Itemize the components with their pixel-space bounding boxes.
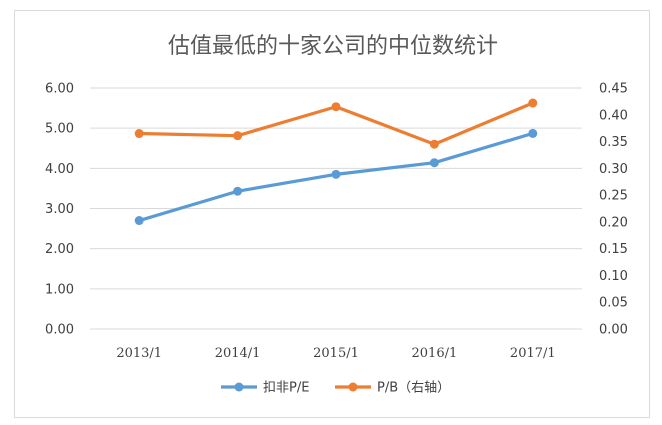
- right-tick-label: 0.40: [599, 108, 628, 123]
- left-tick-label: 3.00: [45, 202, 74, 217]
- data-point: [134, 216, 144, 226]
- legend-label: P/B（右轴）: [377, 381, 450, 396]
- data-point: [134, 129, 144, 139]
- x-tick-label: 2016/1: [412, 346, 458, 361]
- data-point: [331, 169, 341, 179]
- left-tick-label: 5.00: [45, 122, 74, 137]
- right-tick-label: 0.05: [599, 296, 628, 311]
- x-tick-label: 2015/1: [313, 346, 359, 361]
- right-tick-label: 0.00: [599, 323, 628, 338]
- right-tick-label: 0.15: [599, 242, 628, 257]
- right-tick-label: 0.10: [599, 269, 628, 284]
- legend-marker: [234, 382, 244, 392]
- series-group: [134, 98, 538, 226]
- left-tick-label: 1.00: [45, 282, 74, 297]
- x-tick-label: 2014/1: [215, 346, 261, 361]
- data-point: [429, 158, 439, 168]
- right-axis: 0.00 0.05 0.10 0.15 0.20 0.25 0.30 0.35 0.40 0.45: [599, 82, 628, 338]
- left-tick-label: 0.00: [45, 323, 74, 338]
- data-point: [528, 98, 538, 108]
- data-point: [331, 102, 341, 112]
- right-tick-label: 0.35: [599, 135, 628, 150]
- left-tick-label: 2.00: [45, 242, 74, 257]
- chart-canvas: 估值最低的十家公司的中位数统计 0.00 1.00 2.00 3.00 4.00 5.00…: [45, 34, 628, 396]
- data-point: [429, 139, 439, 149]
- chart-title: 估值最低的十家公司的中位数统计: [168, 34, 498, 59]
- data-point: [233, 186, 243, 196]
- left-tick-label: 6.00: [45, 82, 74, 97]
- right-tick-label: 0.30: [599, 162, 628, 177]
- right-tick-label: 0.45: [599, 82, 628, 97]
- right-tick-label: 0.25: [599, 189, 628, 204]
- left-axis: 0.00 1.00 2.00 3.00 4.00 5.00 6.00: [45, 82, 74, 338]
- x-tick-label: 2013/1: [116, 346, 162, 361]
- x-tick-label: 2017/1: [510, 346, 556, 361]
- left-tick-label: 4.00: [45, 162, 74, 177]
- chart-frame: 估值最低的十家公司的中位数统计 0.00 1.00 2.00 3.00 4.00 5.00…: [14, 10, 650, 418]
- gridlines: [90, 87, 582, 330]
- data-point: [528, 128, 538, 138]
- legend-label: 扣非P/E: [263, 381, 309, 396]
- legend: 扣非P/E P/B（右轴）: [221, 381, 450, 396]
- right-tick-label: 0.20: [599, 215, 628, 230]
- x-axis: 2013/1 2014/1 2015/1 2016/1 2017/1: [116, 346, 555, 361]
- data-point: [233, 131, 243, 141]
- legend-marker: [348, 382, 358, 392]
